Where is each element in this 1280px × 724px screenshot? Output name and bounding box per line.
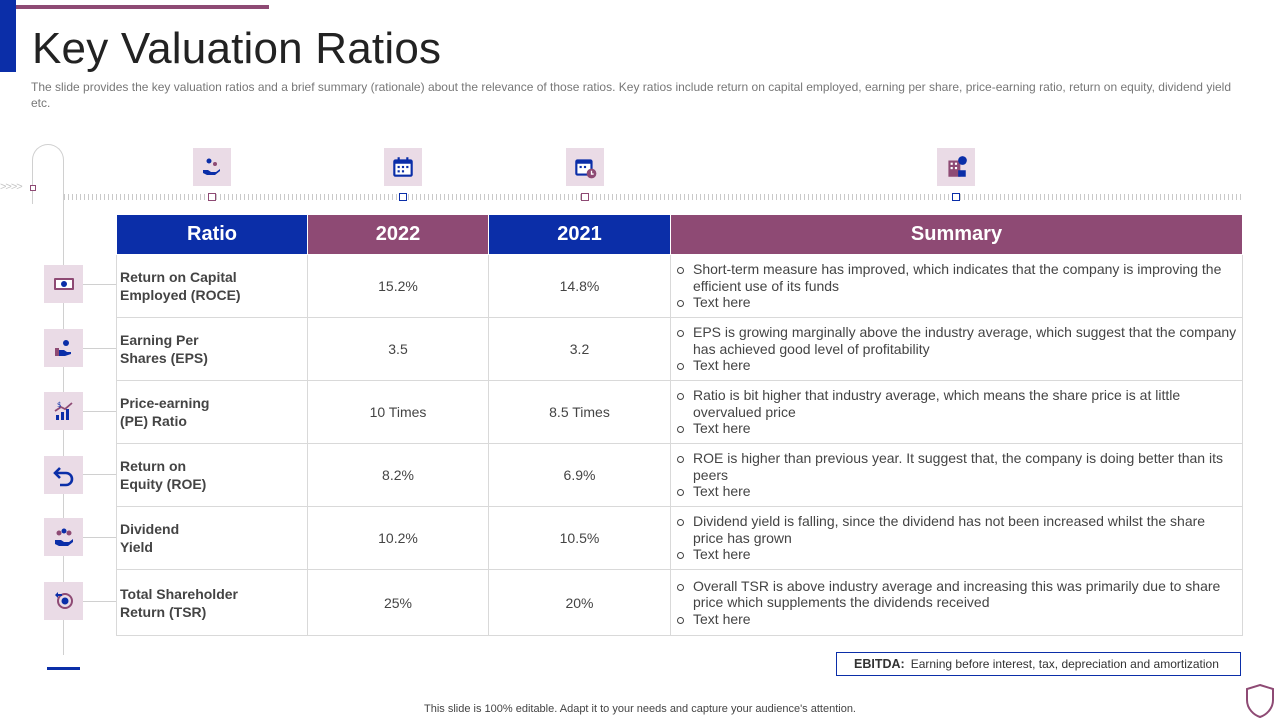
- table-row: Return on Equity (ROE) 8.2% 6.9% ROE is h…: [116, 443, 1243, 507]
- valuation-ratios-table: Ratio 2022 2021 Summary Return on Capita…: [116, 214, 1243, 636]
- summary-point: Dividend yield is falling, since the div…: [677, 513, 1238, 546]
- summary-point: Text here: [677, 611, 1238, 628]
- value-2022: 3.5: [307, 317, 489, 381]
- timeline-dashes: [64, 194, 1242, 200]
- ebitda-text: Earning before interest, tax, depreciati…: [910, 657, 1219, 671]
- summary-cell: Ratio is bit higher that industry averag…: [670, 380, 1243, 444]
- row-connector: [83, 284, 117, 285]
- timeline-end-marker: [47, 667, 80, 670]
- building-money-icon: [937, 148, 975, 186]
- value-2021: 10.5%: [488, 506, 671, 570]
- summary-point: Text here: [677, 357, 1238, 374]
- row-connector: [83, 348, 117, 349]
- column-marker: [208, 193, 216, 201]
- value-2021: 14.8%: [488, 254, 671, 318]
- page-subtitle: The slide provides the key valuation rat…: [31, 80, 1231, 110]
- summary-cell: EPS is growing marginally above the indu…: [670, 317, 1243, 381]
- summary-point: Text here: [677, 546, 1238, 563]
- value-2021: 20%: [488, 569, 671, 636]
- page-title: Key Valuation Ratios: [32, 24, 442, 73]
- header-2022: 2022: [307, 214, 489, 255]
- header-2021: 2021: [488, 214, 671, 255]
- shareholder-return-icon: [44, 582, 83, 620]
- summary-point: Text here: [677, 483, 1238, 500]
- summary-point: Short-term measure has improved, which i…: [677, 261, 1238, 294]
- table-row: Earning Per Shares (EPS) 3.5 3.2 EPS is g…: [116, 317, 1243, 381]
- value-2021: 8.5 Times: [488, 380, 671, 444]
- hand-coin-icon: [193, 148, 231, 186]
- column-marker: [952, 193, 960, 201]
- svg-text:$: $: [57, 401, 61, 409]
- shield-icon: [1244, 683, 1276, 724]
- growth-chart-icon: $: [44, 392, 83, 430]
- top-accent-line: [16, 5, 269, 9]
- summary-point: Text here: [677, 420, 1238, 437]
- summary-point: Text here: [677, 294, 1238, 311]
- table-row: Total Shareholder Return (TSR) 25% 20% Ov…: [116, 569, 1243, 636]
- ratio-name: Dividend Yield: [116, 506, 308, 570]
- table-row: Dividend Yield 10.2% 10.5% Dividend yield…: [116, 506, 1243, 570]
- row-connector: [83, 474, 117, 475]
- ratio-name: Earning Per Shares (EPS): [116, 317, 308, 381]
- summary-cell: Short-term measure has improved, which i…: [670, 254, 1243, 318]
- header-ratio: Ratio: [116, 214, 308, 255]
- value-2021: 6.9%: [488, 443, 671, 507]
- ratio-name: Total Shareholder Return (TSR): [116, 569, 308, 636]
- header-summary: Summary: [670, 214, 1243, 255]
- summary-cell: ROE is higher than previous year. It sug…: [670, 443, 1243, 507]
- ebitda-label: EBITDA:: [854, 657, 905, 671]
- summary-point: Ratio is bit higher that industry averag…: [677, 387, 1238, 420]
- column-marker: [581, 193, 589, 201]
- summary-cell: Overall TSR is above industry average an…: [670, 569, 1243, 636]
- column-marker: [399, 193, 407, 201]
- value-2022: 10.2%: [307, 506, 489, 570]
- row-connector: [83, 411, 117, 412]
- value-2022: 15.2%: [307, 254, 489, 318]
- return-arrow-icon: [44, 456, 83, 494]
- row-connector: [83, 601, 117, 602]
- summary-point: ROE is higher than previous year. It sug…: [677, 450, 1238, 483]
- table-header-row: Ratio 2022 2021 Summary: [116, 214, 1243, 255]
- left-accent-bar: [0, 0, 16, 72]
- money-bill-icon: [44, 265, 83, 303]
- calendar-icon: [384, 148, 422, 186]
- ratio-name: Return on Capital Employed (ROCE): [116, 254, 308, 318]
- value-2021: 3.2: [488, 317, 671, 381]
- timeline-start-marker: [30, 185, 36, 191]
- table-row: Price-earning (PE) Ratio 10 Times 8.5 Tim…: [116, 380, 1243, 444]
- summary-cell: Dividend yield is falling, since the div…: [670, 506, 1243, 570]
- summary-point: Overall TSR is above industry average an…: [677, 578, 1238, 611]
- timeline-arrows: >>>>: [0, 181, 23, 193]
- timeline-curve: [32, 144, 64, 204]
- ebitda-note: EBITDA: Earning before interest, tax, de…: [836, 652, 1241, 676]
- ratio-name: Return on Equity (ROE): [116, 443, 308, 507]
- table-row: Return on Capital Employed (ROCE) 15.2% 1…: [116, 254, 1243, 318]
- value-2022: 8.2%: [307, 443, 489, 507]
- row-connector: [83, 537, 117, 538]
- ratio-name: Price-earning (PE) Ratio: [116, 380, 308, 444]
- hand-coin-icon: [44, 329, 83, 367]
- dividend-hand-icon: [44, 518, 83, 556]
- calendar-clock-icon: [566, 148, 604, 186]
- summary-point: EPS is growing marginally above the indu…: [677, 324, 1238, 357]
- value-2022: 10 Times: [307, 380, 489, 444]
- value-2022: 25%: [307, 569, 489, 636]
- footer-note: This slide is 100% editable. Adapt it to…: [424, 703, 856, 715]
